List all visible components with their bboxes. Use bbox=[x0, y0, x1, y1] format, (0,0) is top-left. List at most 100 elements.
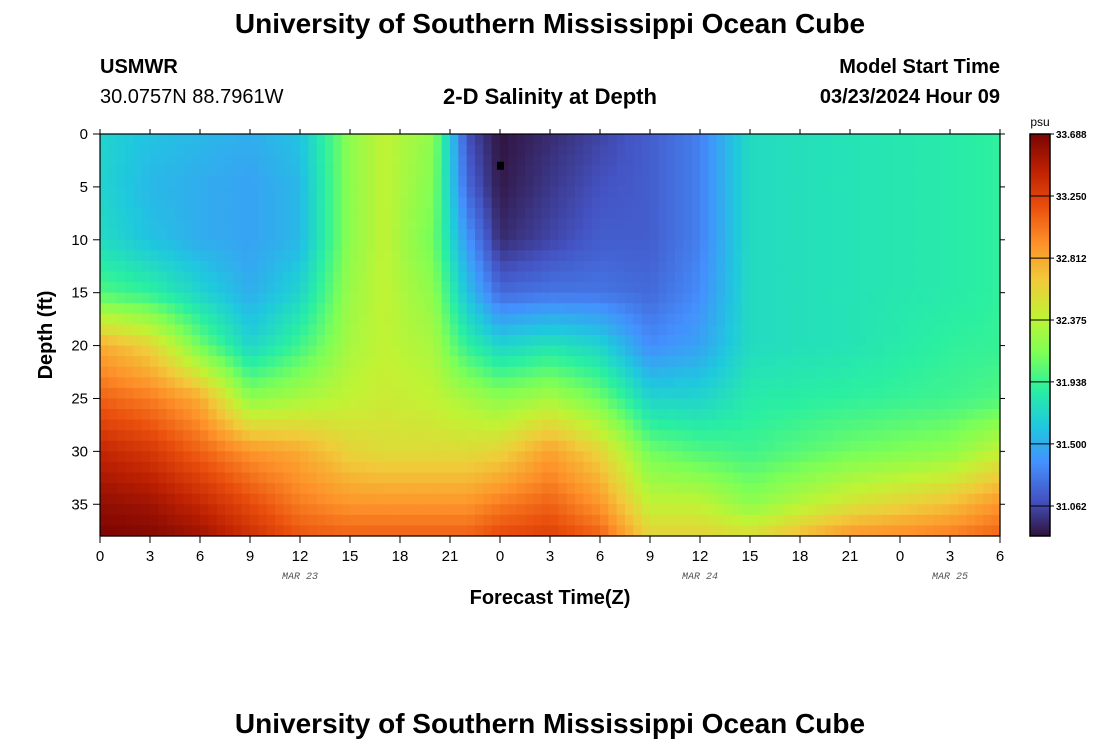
heatmap-cell bbox=[700, 324, 709, 336]
heatmap-cell bbox=[758, 218, 768, 230]
heatmap-cell bbox=[100, 260, 109, 273]
heatmap-cell bbox=[608, 419, 618, 431]
heatmap-cell bbox=[225, 260, 234, 273]
heatmap-cell bbox=[958, 250, 968, 262]
heatmap-cell bbox=[416, 504, 426, 516]
heatmap-cell bbox=[966, 239, 976, 251]
heatmap-cell bbox=[358, 335, 368, 347]
heatmap-cell bbox=[175, 303, 184, 315]
heatmap-cell bbox=[525, 197, 534, 209]
heatmap-cell bbox=[883, 398, 893, 410]
heatmap-cell bbox=[475, 377, 484, 389]
heatmap-cell bbox=[666, 218, 676, 230]
heatmap-cell bbox=[158, 472, 168, 484]
heatmap-cell bbox=[275, 134, 284, 146]
heatmap-cell bbox=[633, 229, 643, 241]
heatmap-cell bbox=[275, 451, 284, 463]
heatmap-cell bbox=[966, 514, 976, 527]
heatmap-cell bbox=[550, 377, 559, 389]
heatmap-cell bbox=[758, 229, 768, 241]
heatmap-cell bbox=[683, 504, 693, 516]
heatmap-cell bbox=[966, 440, 976, 452]
heatmap-cell bbox=[741, 461, 751, 474]
heatmap-cell bbox=[216, 366, 226, 378]
heatmap-cell bbox=[550, 461, 559, 474]
heatmap-cell bbox=[700, 398, 709, 410]
heatmap-cell bbox=[808, 303, 818, 315]
heatmap-cell bbox=[491, 409, 501, 421]
heatmap-cell bbox=[750, 419, 759, 431]
heatmap-cell bbox=[716, 345, 726, 357]
heatmap-cell bbox=[175, 483, 184, 495]
heatmap-cell bbox=[866, 451, 876, 463]
heatmap-cell bbox=[716, 271, 726, 283]
heatmap-cell bbox=[158, 155, 168, 167]
heatmap-cell bbox=[516, 335, 526, 347]
heatmap-cell bbox=[575, 451, 584, 463]
heatmap-cell bbox=[958, 398, 968, 410]
heatmap-cell bbox=[425, 461, 434, 474]
heatmap-cell bbox=[700, 525, 709, 537]
heatmap-cell bbox=[833, 483, 843, 495]
heatmap-cell bbox=[583, 176, 593, 188]
heatmap-cell bbox=[358, 176, 368, 188]
heatmap-cell bbox=[750, 250, 759, 262]
heatmap-cell bbox=[833, 313, 843, 326]
heatmap-cell bbox=[691, 493, 701, 505]
heatmap-cell bbox=[275, 398, 284, 410]
heatmap-cell bbox=[766, 409, 776, 421]
heatmap-cell bbox=[591, 409, 601, 421]
heatmap-cell bbox=[541, 134, 551, 146]
heatmap-cell bbox=[766, 430, 776, 442]
heatmap-cell bbox=[350, 440, 359, 452]
heatmap-cell bbox=[766, 493, 776, 505]
heatmap-cell bbox=[533, 483, 543, 495]
heatmap-cell bbox=[458, 134, 468, 146]
heatmap-cell bbox=[750, 144, 759, 156]
heatmap-cell bbox=[141, 208, 151, 220]
heatmap-cell bbox=[333, 472, 343, 484]
heatmap-cell bbox=[850, 155, 859, 167]
x-tick-label: 3 bbox=[146, 548, 154, 565]
heatmap-cell bbox=[825, 134, 834, 146]
heatmap-cell bbox=[975, 398, 984, 410]
heatmap-cell bbox=[983, 313, 993, 326]
heatmap-cell bbox=[708, 514, 718, 527]
heatmap-cell bbox=[508, 165, 518, 177]
heatmap-cell bbox=[333, 313, 343, 326]
heatmap-cell bbox=[441, 430, 451, 442]
heatmap-cell bbox=[166, 134, 176, 146]
heatmap-cell bbox=[758, 239, 768, 251]
heatmap-cell bbox=[925, 514, 934, 527]
heatmap-cell bbox=[908, 176, 918, 188]
heatmap-cell bbox=[908, 356, 918, 368]
heatmap-cell bbox=[433, 186, 443, 199]
heatmap-cell bbox=[233, 472, 243, 484]
heatmap-cell bbox=[591, 155, 601, 167]
heatmap-cell bbox=[266, 525, 276, 537]
heatmap-cell bbox=[241, 324, 251, 336]
heatmap-cell bbox=[775, 451, 784, 463]
heatmap-cell bbox=[975, 165, 984, 177]
heatmap-cell bbox=[541, 239, 551, 251]
heatmap-cell bbox=[508, 303, 518, 315]
heatmap-cell bbox=[750, 525, 759, 537]
heatmap-cell bbox=[858, 440, 868, 452]
heatmap-cell bbox=[166, 493, 176, 505]
heatmap-cell bbox=[608, 472, 618, 484]
heatmap-cell bbox=[516, 134, 526, 146]
heatmap-cell bbox=[383, 493, 393, 505]
heatmap-cell bbox=[341, 419, 351, 431]
y-tick-label: 5 bbox=[80, 179, 88, 196]
heatmap-cell bbox=[666, 292, 676, 304]
heatmap-cell bbox=[783, 366, 793, 378]
heatmap-cell bbox=[358, 239, 368, 251]
heatmap-cell bbox=[150, 313, 159, 326]
heatmap-cell bbox=[583, 514, 593, 527]
heatmap-cell bbox=[375, 440, 384, 452]
heatmap-cell bbox=[933, 165, 943, 177]
heatmap-cell bbox=[141, 324, 151, 336]
heatmap-cell bbox=[350, 176, 359, 188]
heatmap-cell bbox=[233, 218, 243, 230]
heatmap-cell bbox=[450, 451, 459, 463]
